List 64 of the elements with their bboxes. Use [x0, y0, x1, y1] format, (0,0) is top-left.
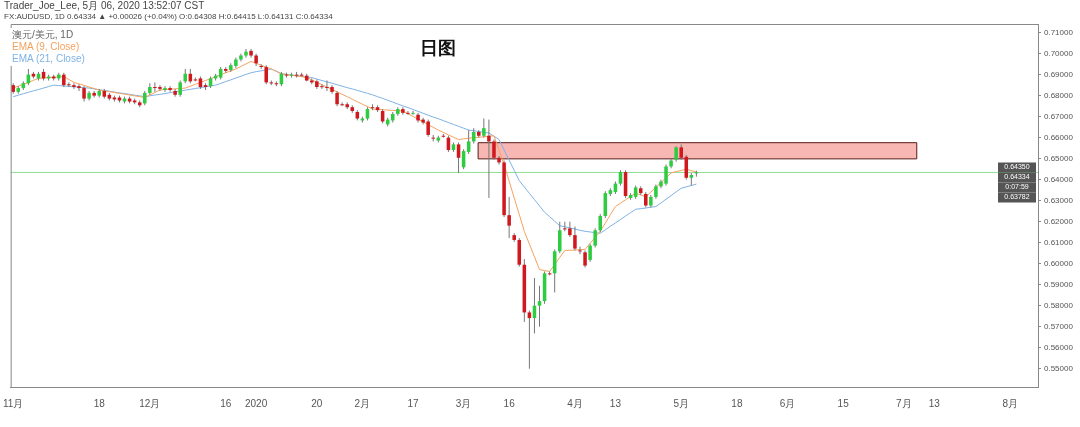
x-tick-label: 2月: [354, 397, 371, 409]
y-tick-label: 0.58000: [1044, 300, 1074, 310]
chart-subtitle: Trader_Joe_Lee, 5月 06, 2020 13:52:07 CST: [4, 0, 206, 11]
candlestick: [482, 118, 486, 139]
x-tick-label: 3月: [455, 397, 472, 409]
y-tick-label: 0.57000: [1044, 321, 1074, 331]
y-tick-label: 0.60000: [1044, 258, 1074, 268]
candlestick: [507, 196, 511, 239]
x-tick-label: 8月: [1002, 397, 1018, 409]
candlestick: [163, 85, 167, 93]
x-tick-label: 2020: [244, 397, 268, 409]
x-tick-label: 4月: [567, 397, 583, 409]
x-tick-label: 18: [93, 397, 106, 409]
y-tick-label: 0.64000: [1044, 174, 1074, 184]
candlestick: [168, 85, 172, 93]
y-tick-label: 0.69000: [1044, 69, 1074, 79]
candlestick: [492, 139, 496, 161]
x-tick-label: 12月: [139, 397, 161, 409]
y-tick-label: 0.67000: [1044, 111, 1074, 121]
y-tick-label: 0.63000: [1044, 195, 1074, 205]
x-tick-label: 13: [609, 397, 622, 409]
candlestick: [537, 285, 542, 328]
candlestick: [411, 110, 415, 116]
text: EMA (9, Close): [12, 41, 81, 53]
text: 日图: [420, 37, 456, 60]
x-tick-label: 13: [928, 397, 941, 409]
y-tick-label: 0.66000: [1044, 132, 1074, 142]
x-tick-label: 17: [407, 397, 419, 409]
candlestick: [487, 119, 491, 199]
text: FX:AUDUSD, 1D 0.64334 ▲ +0.00026 (+0.04%) O:0.64308 H:0.64415 L:0.64131 C:0.64334: [4, 11, 333, 22]
x-tick-label: 16: [220, 397, 232, 409]
y-tick-label: 0.62000: [1044, 216, 1074, 226]
candlestick: [588, 243, 592, 263]
x-tick-label: 7月: [896, 397, 912, 409]
candlestick: [598, 213, 603, 233]
candlestick: [593, 227, 597, 249]
text: EMA (21, Close): [12, 53, 85, 65]
x-tick-label: 18: [731, 397, 743, 409]
y-tick-label: 0.71000: [1044, 27, 1074, 37]
candlestick: [416, 112, 420, 124]
y-tick-label: 0.68000: [1044, 90, 1074, 100]
x-tick-label: 6月: [779, 397, 796, 409]
candlestick: [527, 310, 532, 370]
y-tick-label: 0.55000: [1044, 363, 1074, 373]
candlestick: [573, 226, 577, 251]
y-tick-label: 0.59000: [1044, 279, 1074, 289]
x-tick-label: 20: [311, 397, 323, 409]
legend-title: 澳元/美元, 1D: [12, 29, 75, 41]
x-tick-label: 5月: [673, 397, 689, 409]
candlestick: [244, 48, 248, 59]
candlestick: [406, 110, 410, 116]
candlestick: [264, 64, 269, 85]
y-tick-label: 0.61000: [1044, 237, 1074, 247]
candlestick: [557, 221, 562, 254]
x-tick-label: 11月: [3, 397, 24, 409]
y-tick-label: 0.65000: [1044, 153, 1074, 163]
x-tick-label: 15: [837, 397, 850, 409]
x-tick-label: 16: [503, 397, 516, 409]
candlestick: [497, 155, 501, 166]
candlestick: [173, 88, 177, 98]
y-tick-label: 0.56000: [1044, 342, 1074, 352]
y-tick-label: 0.70000: [1044, 48, 1074, 58]
candlestick: [578, 246, 582, 255]
candlestick: [401, 106, 405, 116]
